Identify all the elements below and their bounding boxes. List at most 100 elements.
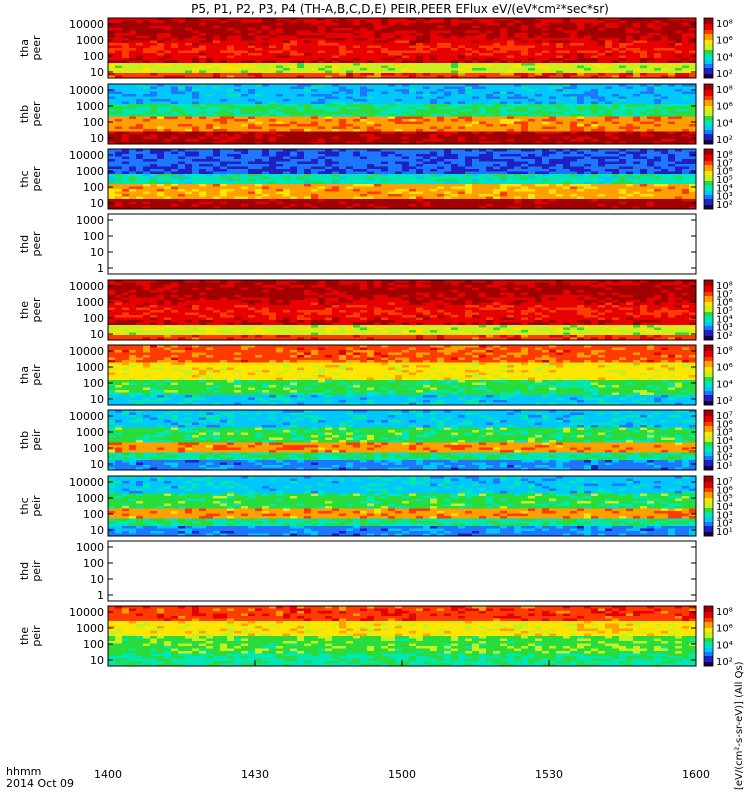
heatmap-cell [479,45,487,49]
heatmap-cell [241,25,249,29]
heatmap-cell [668,164,676,167]
heatmap-cell [332,73,340,76]
heatmap-cell [563,65,571,69]
heatmap-cell [423,23,431,26]
heatmap-cell [311,28,319,31]
heatmap-cell [409,114,417,117]
heatmap-cell [682,154,690,157]
heatmap-cell [136,18,144,21]
heatmap-cell [227,154,235,157]
heatmap-cell [269,73,277,76]
heatmap-cell [150,151,158,155]
heatmap-cell [458,23,466,26]
heatmap-cell [444,60,452,64]
heatmap-cell [185,53,193,56]
heatmap-cell [661,126,669,130]
heatmap-cell [416,48,424,51]
heatmap-cell [178,151,186,155]
heatmap-cell [122,111,130,115]
heatmap-cell [661,141,669,145]
heatmap-cell [395,86,403,90]
heatmap-cell [304,38,312,41]
heatmap-cell [542,141,550,145]
heatmap-cell [409,96,417,100]
heatmap-cell [325,136,333,140]
heatmap-cell [129,129,137,132]
heatmap-cell [647,109,655,112]
heatmap-cell [374,18,382,21]
heatmap-cell [521,111,529,115]
heatmap-cell [514,149,522,152]
heatmap-cell [430,164,438,167]
heatmap-cell [472,171,480,175]
heatmap-cell [675,124,683,127]
heatmap-cell [654,45,662,49]
heatmap-cell [143,104,151,107]
heatmap-cell [689,68,697,71]
heatmap-cell [108,30,116,34]
heatmap-cell [220,55,228,59]
heatmap-cell [549,43,557,46]
heatmap-cell [108,164,116,167]
heatmap-cell [556,109,564,112]
heatmap-cell [290,58,298,61]
heatmap-cell [143,131,151,135]
heatmap-cell [612,136,620,140]
heatmap-cell [283,131,291,135]
heatmap-cell [535,111,543,115]
heatmap-cell [311,38,319,41]
heatmap-cell [472,101,480,105]
heatmap-cell [577,35,585,39]
heatmap-cell [486,86,494,90]
heatmap-cell [451,159,459,162]
heatmap-cell [290,114,298,117]
heatmap-cell [178,30,186,34]
heatmap-cell [332,106,340,110]
heatmap-cell [507,68,515,71]
heatmap-cell [493,50,501,54]
heatmap-cell [255,151,263,155]
heatmap-cell [192,40,200,44]
heatmap-cell [640,126,648,130]
heatmap-cell [185,48,193,51]
heatmap-cell [605,33,613,36]
heatmap-cell [374,43,382,46]
heatmap-cell [612,149,620,152]
heatmap-cell [661,38,669,41]
heatmap-cell [563,60,571,64]
heatmap-cell [598,38,606,41]
heatmap-cell [437,45,445,49]
heatmap-cell [185,55,193,59]
heatmap-cell [367,114,375,117]
heatmap-cell [521,119,529,122]
heatmap-cell [549,55,557,59]
heatmap-cell [472,33,480,36]
heatmap-cell [577,33,585,36]
heatmap-cell [465,60,473,64]
heatmap-cell [507,86,515,90]
heatmap-cell [311,131,319,135]
heatmap-cell [563,156,571,160]
heatmap-cell [318,101,326,105]
heatmap-cell [150,73,158,76]
heatmap-cell [640,124,648,127]
heatmap-cell [192,99,200,102]
heatmap-cell [157,30,165,34]
heatmap-cell [675,73,683,76]
heatmap-cell [514,134,522,137]
heatmap-cell [570,50,578,54]
heatmap-cell [283,73,291,76]
heatmap-cell [430,131,438,135]
heatmap-cell [171,99,179,102]
heatmap-cell [493,48,501,51]
heatmap-cell [633,35,641,39]
heatmap-cell [626,159,634,162]
heatmap-cell [367,45,375,49]
heatmap-cell [157,161,165,165]
colorbar-swatch [704,36,713,39]
heatmap-cell [220,119,228,122]
heatmap-cell [248,156,256,160]
heatmap-cell [185,43,193,46]
heatmap-cell [283,38,291,41]
heatmap-cell [493,89,501,92]
